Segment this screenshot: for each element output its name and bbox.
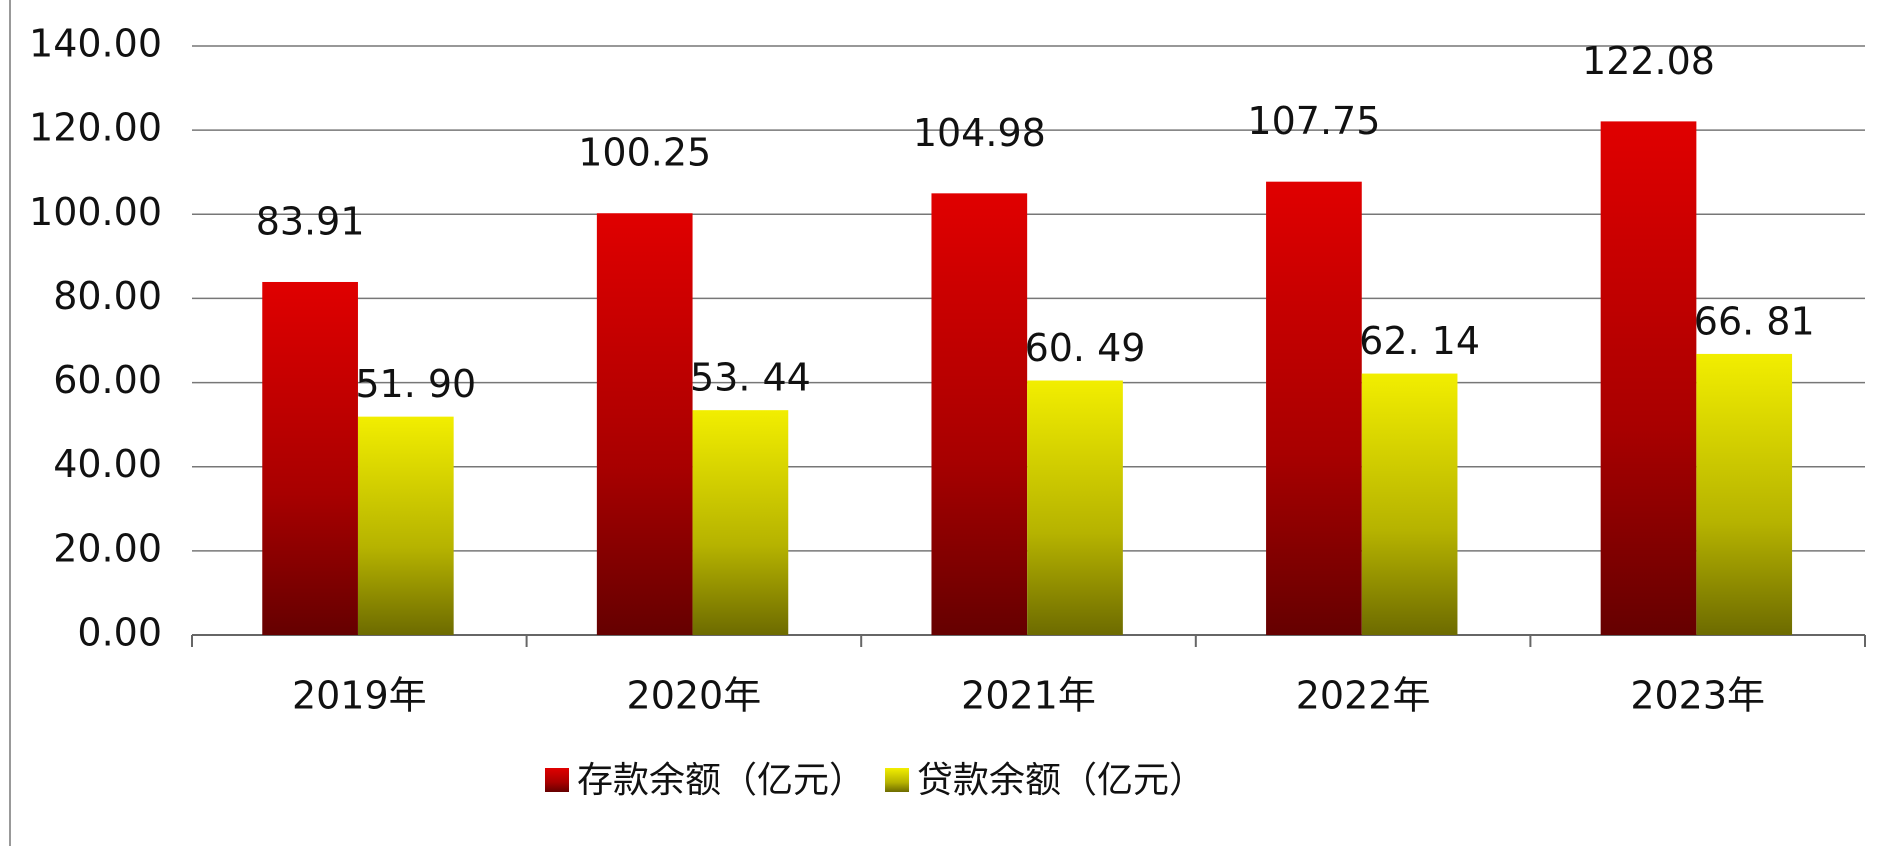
y-tick-label: 60.00 xyxy=(53,358,162,402)
value-label: 66. 81 xyxy=(1694,299,1815,343)
y-tick-label: 0.00 xyxy=(77,611,162,655)
legend-label: 存款余额（亿元） xyxy=(577,760,865,801)
legend: 存款余额（亿元） 贷款余额（亿元） xyxy=(545,760,1205,801)
bar xyxy=(692,410,789,635)
bar xyxy=(262,281,358,635)
x-tick-label: 2021年 xyxy=(961,674,1096,718)
bar xyxy=(357,416,454,635)
y-tick-label: 80.00 xyxy=(53,274,162,318)
y-tick-label: 140.00 xyxy=(29,22,162,66)
y-tick-label: 120.00 xyxy=(29,106,162,150)
x-tick-label: 2019年 xyxy=(292,674,427,718)
value-label: 107.75 xyxy=(1247,99,1380,143)
x-tick-label: 2023年 xyxy=(1630,674,1765,718)
legend-swatch xyxy=(885,768,910,792)
bar xyxy=(1696,353,1793,635)
value-label: 122.08 xyxy=(1582,39,1715,83)
value-label: 51. 90 xyxy=(355,362,476,406)
legend-label: 贷款余额（亿元） xyxy=(917,760,1205,801)
bar xyxy=(931,193,1028,635)
x-tick-label: 2022年 xyxy=(1296,674,1431,718)
y-tick-label: 100.00 xyxy=(29,190,162,234)
value-label: 100.25 xyxy=(578,131,711,175)
value-label: 83.91 xyxy=(256,199,365,243)
y-tick-label: 20.00 xyxy=(53,526,162,570)
bar xyxy=(1266,181,1362,635)
value-label: 53. 44 xyxy=(690,356,811,400)
value-label: 62. 14 xyxy=(1359,319,1480,363)
legend-swatch xyxy=(545,768,569,792)
bar xyxy=(1027,380,1123,635)
value-label: 60. 49 xyxy=(1025,326,1146,370)
bar xyxy=(596,213,693,635)
bar xyxy=(1361,373,1458,635)
value-label: 104.98 xyxy=(913,111,1046,155)
y-tick-label: 40.00 xyxy=(53,442,162,486)
bar xyxy=(1600,121,1697,636)
x-tick-label: 2020年 xyxy=(627,674,762,718)
